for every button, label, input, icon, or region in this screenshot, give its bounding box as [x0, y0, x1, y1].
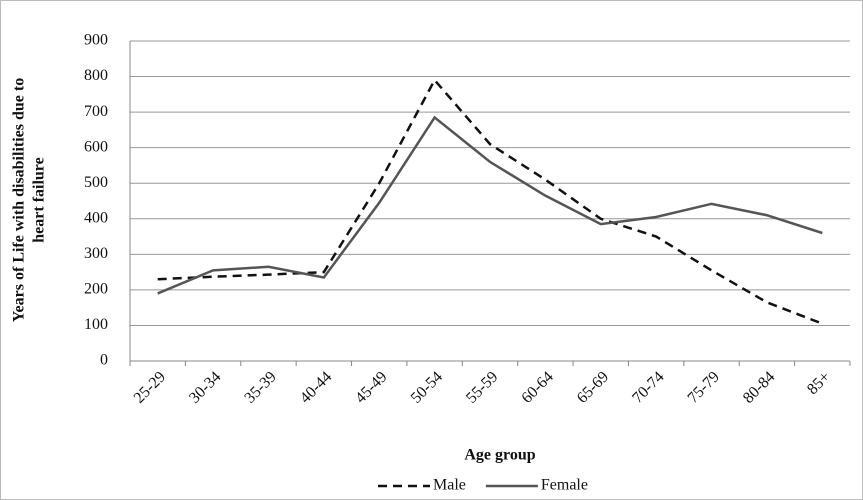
data-line: [157, 115, 823, 295]
x-axis-title: Age group: [464, 447, 535, 464]
y-axis-title-line: Years of Life with disabilities due to: [11, 78, 28, 322]
legend-label: Female: [541, 477, 588, 494]
y-axis-title-line: heart failure: [31, 157, 48, 242]
y-tick-label: 500: [84, 174, 108, 191]
y-tick-label: 800: [84, 67, 108, 84]
y-tick-label: 600: [84, 138, 108, 155]
y-axis-title: Years of Life with disabilities due to h…: [11, 78, 48, 322]
y-tick-label: 900: [84, 32, 108, 49]
data-line: [157, 77, 823, 325]
y-tick-label: 100: [84, 316, 108, 333]
y-tick-label: 200: [84, 281, 108, 298]
y-tick-label: 400: [84, 209, 108, 226]
legend-label: Male: [433, 477, 466, 494]
y-tick-label: 700: [84, 103, 108, 120]
y-tick-label: 0: [100, 352, 108, 369]
y-tick-label: 300: [84, 245, 108, 262]
